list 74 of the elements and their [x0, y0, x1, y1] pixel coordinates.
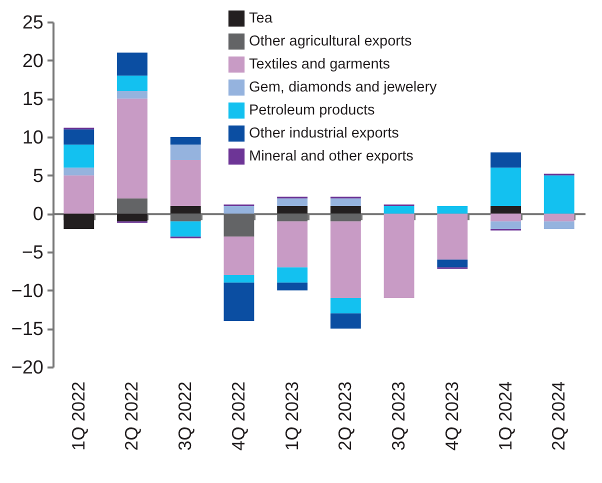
- bar: [117, 91, 148, 99]
- y-tick-label: 10: [22, 128, 44, 148]
- bar: [277, 206, 308, 214]
- bar: [437, 206, 468, 214]
- y-tick-label: 15: [22, 89, 44, 110]
- legend-label: Other agricultural exports: [249, 34, 412, 50]
- bar: [224, 275, 254, 283]
- y-tick-label: 5: [32, 166, 44, 187]
- x-tick-label: 3Q 2022: [175, 382, 196, 451]
- y-tick-label: −15: [11, 319, 44, 340]
- legend-label: Textiles and garments: [249, 56, 390, 72]
- x-tick-label: 1Q 2024: [495, 382, 516, 451]
- bar: [117, 198, 148, 214]
- bar: [64, 144, 94, 168]
- bar: [170, 221, 201, 237]
- bar: [490, 152, 521, 168]
- x-tick-label: 2Q 2022: [122, 382, 142, 451]
- bar: [224, 206, 254, 214]
- x-tick-label: 3Q 2023: [388, 382, 409, 451]
- bar: [490, 168, 521, 206]
- y-tick-label: 25: [22, 12, 44, 34]
- x-tick-label: 4Q 2022: [228, 382, 248, 451]
- bar: [490, 221, 521, 229]
- bar: [384, 206, 414, 214]
- bar: [224, 214, 254, 237]
- bar: [490, 206, 521, 214]
- bar: [224, 282, 254, 321]
- bar: [117, 76, 148, 91]
- bar: [170, 160, 201, 206]
- bar: [277, 198, 308, 206]
- bar: [544, 214, 574, 222]
- x-tick-label: 4Q 2023: [442, 382, 462, 451]
- bar: [170, 214, 201, 222]
- bar: [330, 206, 361, 214]
- y-tick-label: −20: [11, 358, 44, 378]
- bar: [170, 137, 201, 145]
- y-tick-label: −5: [22, 242, 44, 264]
- bar: [330, 298, 361, 314]
- bar: [117, 52, 148, 76]
- bar: [170, 144, 201, 160]
- bar: [330, 221, 361, 298]
- x-tick-label: 2Q 2023: [335, 382, 356, 451]
- bar: [277, 221, 308, 268]
- bar: [544, 221, 574, 229]
- y-tick-label: 0: [32, 204, 44, 226]
- bar: [64, 175, 94, 214]
- bar: [277, 214, 308, 222]
- x-tick-label: 1Q 2023: [282, 382, 302, 451]
- bar: [384, 214, 414, 298]
- bar: [330, 214, 361, 222]
- legend-label: Tea: [249, 10, 274, 26]
- bar: [330, 313, 361, 329]
- bar: [64, 129, 94, 145]
- bar: [490, 214, 521, 222]
- legend-label: Gem, diamonds and jewelery: [249, 80, 438, 96]
- bar: [277, 282, 308, 290]
- bar: [277, 267, 308, 283]
- x-tick-label: 2Q 2024: [548, 382, 569, 451]
- bar: [224, 236, 254, 275]
- bar: [117, 98, 148, 198]
- bar: [437, 260, 468, 268]
- legend-label: Other industrial exports: [249, 126, 399, 142]
- bar: [64, 168, 94, 176]
- legend-label: Petroleum products: [249, 102, 375, 118]
- bar: [64, 214, 94, 229]
- bar: [437, 214, 468, 260]
- y-tick-label: 20: [22, 50, 44, 72]
- x-tick-label: 1Q 2022: [68, 382, 88, 451]
- bar: [330, 198, 361, 206]
- bar: [117, 214, 148, 222]
- bar: [544, 175, 574, 214]
- y-tick-label: −10: [11, 280, 44, 302]
- legend-label: Mineral and other exports: [249, 148, 414, 164]
- bar: [170, 206, 201, 214]
